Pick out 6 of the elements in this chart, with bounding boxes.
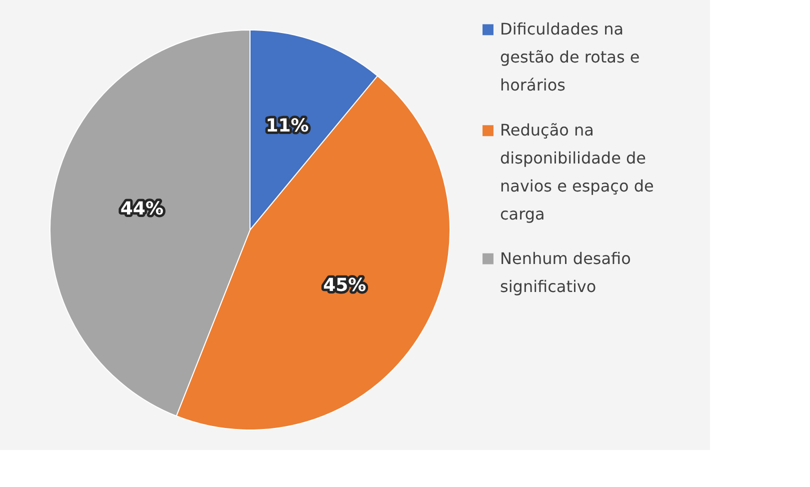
data-label: 11% [266,116,309,137]
legend-label: Nenhum desafio significativo [500,248,631,296]
legend-label: Dificuldades na gestão de rotas e horários [500,20,640,95]
data-label: 44% [120,198,164,220]
legend-label: Redução na disponibilidade de navios e espaço de carga [500,120,654,224]
data-label: 45% [323,274,366,296]
